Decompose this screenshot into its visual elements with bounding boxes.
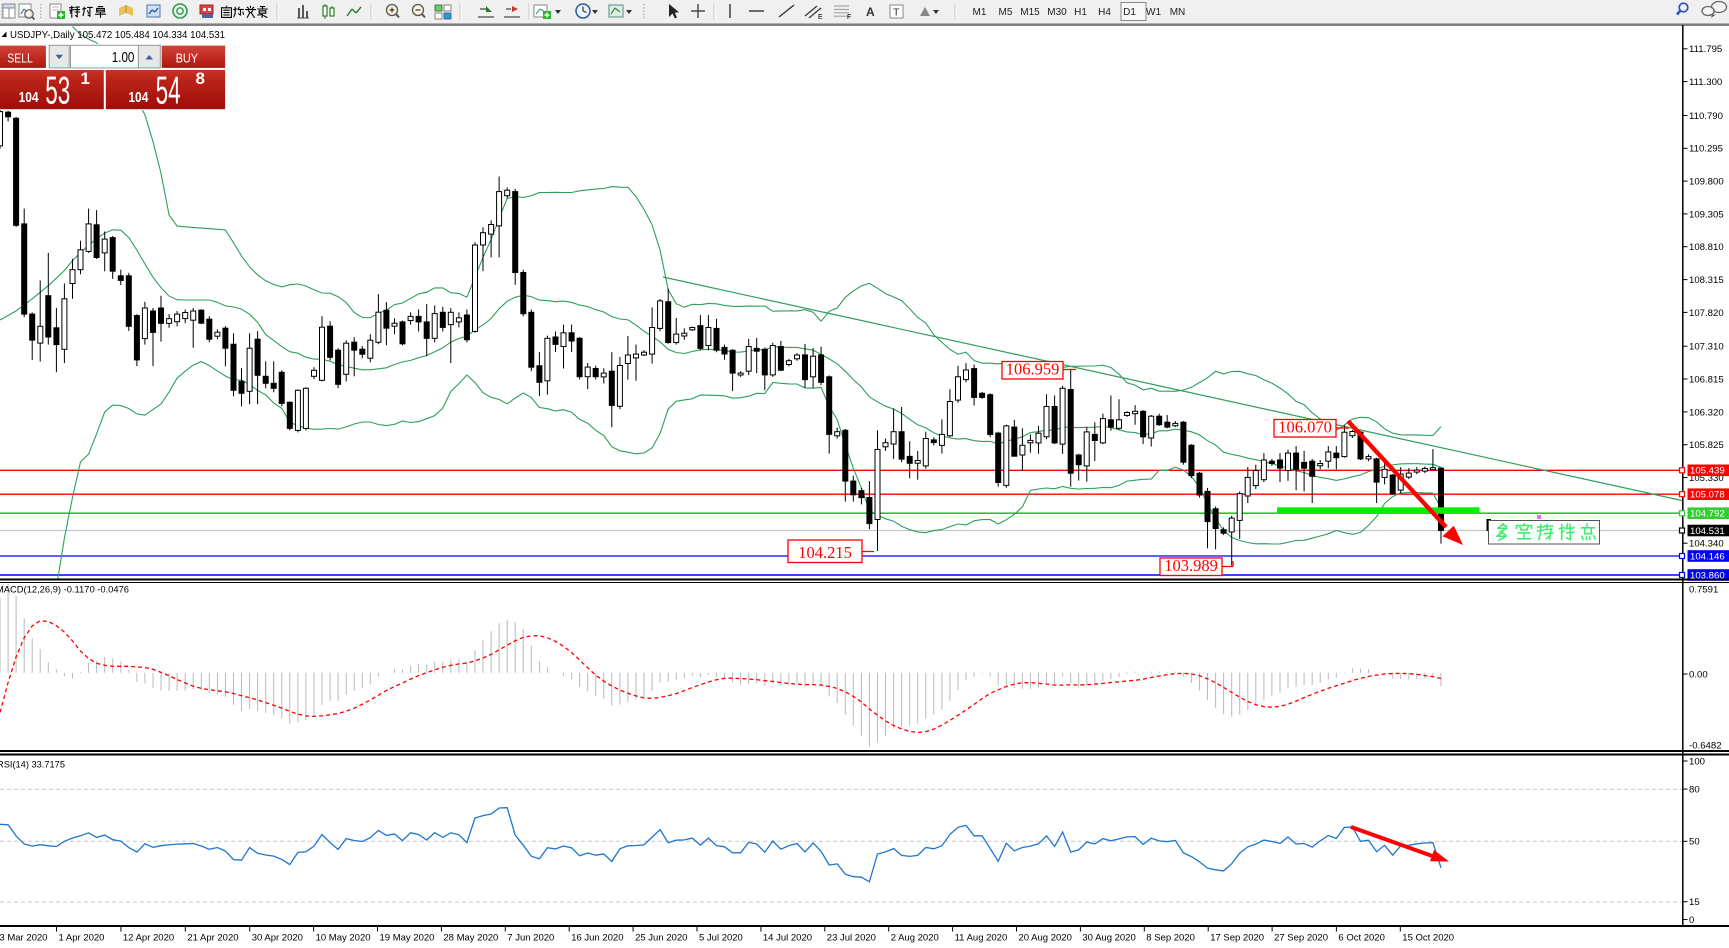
svg-text:M15: M15 [1020, 7, 1040, 18]
svg-text:103.860: 103.860 [1690, 570, 1725, 581]
svg-text:105.330: 105.330 [1689, 473, 1724, 484]
svg-text:2 Aug 2020: 2 Aug 2020 [891, 933, 939, 944]
svg-text:104.146: 104.146 [1690, 551, 1725, 562]
svg-text:RSI(14) 33.7175: RSI(14) 33.7175 [0, 760, 65, 771]
svg-text:50: 50 [1689, 837, 1700, 848]
svg-text:14 Jul 2020: 14 Jul 2020 [763, 933, 812, 944]
svg-text:H1: H1 [1074, 7, 1087, 18]
svg-text:-0.6482: -0.6482 [1689, 740, 1722, 751]
svg-text:19 May 2020: 19 May 2020 [380, 933, 435, 944]
svg-text:23 Mar 2020: 23 Mar 2020 [0, 933, 47, 944]
svg-text:5 Jul 2020: 5 Jul 2020 [699, 933, 743, 944]
svg-text:100: 100 [1689, 756, 1705, 767]
svg-text:107.310: 107.310 [1689, 342, 1724, 353]
svg-text:0.7591: 0.7591 [1689, 585, 1718, 596]
svg-text:1: 1 [81, 69, 90, 88]
svg-text:BUY: BUY [176, 51, 199, 66]
svg-text:15: 15 [1689, 897, 1700, 908]
svg-text:53: 53 [45, 70, 70, 113]
svg-text:104.792: 104.792 [1690, 509, 1725, 520]
svg-text:104: 104 [19, 89, 40, 106]
svg-text:8: 8 [196, 69, 205, 88]
svg-text:1 Apr 2020: 1 Apr 2020 [59, 933, 105, 944]
svg-text:A: A [866, 5, 875, 19]
svg-text:6 Oct 2020: 6 Oct 2020 [1338, 933, 1384, 944]
svg-text:11 Aug 2020: 11 Aug 2020 [955, 933, 1008, 944]
svg-text:12 Apr 2020: 12 Apr 2020 [123, 933, 174, 944]
svg-text:106.320: 106.320 [1689, 407, 1724, 418]
svg-text:15 Oct 2020: 15 Oct 2020 [1402, 933, 1454, 944]
svg-text:105.825: 105.825 [1689, 440, 1724, 451]
svg-text:F: F [847, 14, 851, 21]
svg-text:M1: M1 [973, 7, 987, 18]
svg-text:80: 80 [1689, 785, 1700, 796]
svg-text:109.800: 109.800 [1689, 177, 1724, 188]
svg-text:21 Apr 2020: 21 Apr 2020 [187, 933, 238, 944]
svg-text:30 Aug 2020: 30 Aug 2020 [1082, 933, 1135, 944]
svg-text:MACD(12,26,9) -0.1170 -0.0476: MACD(12,26,9) -0.1170 -0.0476 [0, 585, 129, 596]
svg-text:108.810: 108.810 [1689, 242, 1724, 253]
svg-text:7 Jun 2020: 7 Jun 2020 [507, 933, 554, 944]
svg-text:D1: D1 [1123, 7, 1136, 18]
svg-text:USDJPY-,Daily 105.472 105.484: USDJPY-,Daily 105.472 105.484 104.334 10… [10, 29, 225, 41]
svg-text:103.989: 103.989 [1164, 556, 1218, 575]
svg-text:105.439: 105.439 [1690, 466, 1725, 477]
svg-text:MN: MN [1170, 7, 1186, 18]
svg-text:SELL: SELL [7, 51, 33, 66]
svg-text:20 Aug 2020: 20 Aug 2020 [1019, 933, 1072, 944]
svg-text:111.300: 111.300 [1689, 77, 1722, 88]
svg-text:28 May 2020: 28 May 2020 [443, 933, 498, 944]
svg-text:M30: M30 [1047, 7, 1067, 18]
svg-text:104.531: 104.531 [1690, 526, 1725, 537]
svg-text:54: 54 [156, 70, 181, 113]
svg-text:17 Sep 2020: 17 Sep 2020 [1210, 933, 1264, 944]
svg-text:111.795: 111.795 [1689, 44, 1722, 55]
svg-text:106.070: 106.070 [1278, 418, 1332, 437]
svg-text:109.305: 109.305 [1689, 209, 1724, 220]
svg-text:8 Sep 2020: 8 Sep 2020 [1146, 933, 1195, 944]
svg-text:10 May 2020: 10 May 2020 [316, 933, 371, 944]
svg-text:E: E [818, 14, 823, 21]
svg-text:25 Jun 2020: 25 Jun 2020 [635, 933, 687, 944]
svg-text:T: T [893, 7, 900, 19]
svg-text:106.959: 106.959 [1006, 360, 1060, 379]
svg-text:104.215: 104.215 [798, 543, 852, 562]
svg-text:1.00: 1.00 [112, 49, 135, 66]
svg-text:108.315: 108.315 [1689, 275, 1724, 286]
svg-text:107.820: 107.820 [1689, 308, 1724, 319]
svg-text:27 Sep 2020: 27 Sep 2020 [1274, 933, 1328, 944]
svg-text:W1: W1 [1146, 7, 1161, 18]
svg-text:110.295: 110.295 [1689, 144, 1723, 155]
svg-text:23 Jul 2020: 23 Jul 2020 [827, 933, 876, 944]
svg-text:105.078: 105.078 [1690, 490, 1725, 501]
svg-text:110.790: 110.790 [1689, 111, 1723, 122]
svg-text:H4: H4 [1098, 7, 1111, 18]
svg-text:0.00: 0.00 [1689, 669, 1708, 680]
svg-text:106.815: 106.815 [1689, 374, 1724, 385]
svg-text:16 Jun 2020: 16 Jun 2020 [571, 933, 623, 944]
svg-text:30 Apr 2020: 30 Apr 2020 [252, 933, 303, 944]
svg-text:104.340: 104.340 [1689, 539, 1724, 550]
svg-text:0: 0 [1689, 915, 1694, 926]
svg-text:M5: M5 [999, 7, 1013, 18]
svg-text:104: 104 [128, 89, 149, 106]
